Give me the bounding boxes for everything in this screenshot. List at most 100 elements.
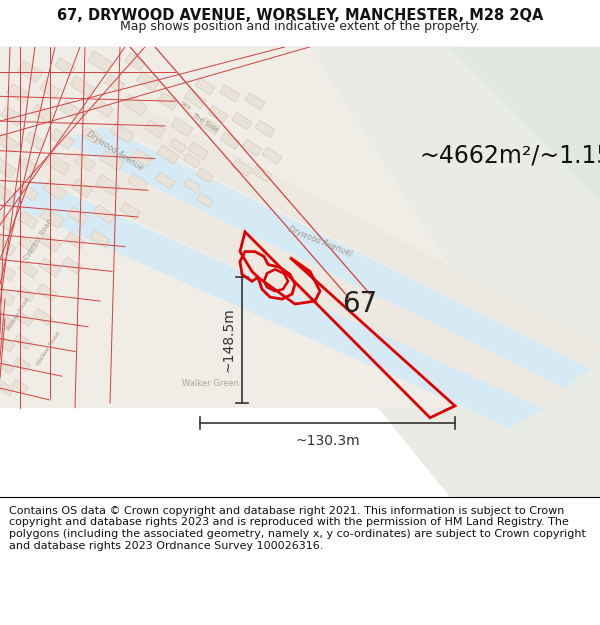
Polygon shape [18,211,38,229]
Polygon shape [1,106,23,126]
Polygon shape [20,158,40,176]
Polygon shape [43,180,67,201]
Polygon shape [25,132,45,150]
Text: ~4662m²/~1.152ac.: ~4662m²/~1.152ac. [420,144,600,168]
Polygon shape [17,61,43,82]
Polygon shape [184,178,200,192]
Polygon shape [30,151,570,408]
Polygon shape [0,335,15,352]
Polygon shape [0,312,15,329]
Polygon shape [242,139,262,156]
Polygon shape [252,165,272,182]
Polygon shape [0,212,16,232]
Polygon shape [262,147,282,164]
Text: Walker Green: Walker Green [182,379,239,388]
Polygon shape [70,76,94,97]
Polygon shape [132,149,152,167]
Polygon shape [195,78,215,95]
Polygon shape [33,308,53,326]
Text: 67, DRYWOOD AVENUE, WORSLEY, MANCHESTER, M28 2QA: 67, DRYWOOD AVENUE, WORSLEY, MANCHESTER,… [57,8,543,23]
Polygon shape [65,232,85,249]
Polygon shape [245,92,265,110]
Polygon shape [15,311,33,326]
Polygon shape [157,145,179,164]
Polygon shape [155,172,175,189]
Polygon shape [0,381,14,396]
Polygon shape [88,51,112,72]
Polygon shape [170,138,187,153]
Text: 67: 67 [343,290,377,318]
Polygon shape [60,126,590,388]
Polygon shape [96,175,120,196]
Text: S69: S69 [179,101,191,111]
Polygon shape [12,379,28,393]
Polygon shape [39,258,61,277]
Polygon shape [128,173,148,191]
Polygon shape [32,104,52,122]
Text: Drywood Avenue: Drywood Avenue [85,129,145,173]
Text: ~130.3m: ~130.3m [295,434,360,447]
Polygon shape [0,47,540,408]
Text: Drywood Avenue): Drywood Avenue) [287,225,353,259]
Polygon shape [197,193,214,208]
Text: Walker Road: Walker Road [35,331,61,366]
Polygon shape [93,204,115,224]
Polygon shape [82,127,102,145]
Polygon shape [232,112,252,129]
Polygon shape [50,128,74,149]
Polygon shape [0,359,14,374]
Polygon shape [110,122,134,143]
Polygon shape [17,286,35,302]
Polygon shape [93,99,113,118]
Text: Cypress Road: Cypress Road [23,218,53,261]
Polygon shape [0,184,16,204]
Polygon shape [14,357,31,372]
Polygon shape [171,118,193,136]
Text: Willow Road: Willow Road [5,297,31,331]
Polygon shape [120,202,140,219]
Text: Map shows position and indicative extent of the property.: Map shows position and indicative extent… [120,20,480,32]
Text: The Side: The Side [191,112,220,134]
Polygon shape [18,236,38,253]
Polygon shape [0,237,16,256]
Polygon shape [60,101,84,122]
Polygon shape [232,159,252,176]
Polygon shape [7,83,29,103]
Polygon shape [100,150,124,171]
Polygon shape [200,118,220,134]
Polygon shape [250,47,600,497]
Polygon shape [40,81,60,98]
Polygon shape [46,154,70,175]
Polygon shape [208,106,228,122]
Polygon shape [75,154,95,172]
Polygon shape [0,262,16,281]
Polygon shape [37,284,57,301]
Polygon shape [40,208,64,229]
Polygon shape [158,92,178,110]
Text: Contains OS data © Crown copyright and database right 2021. This information is : Contains OS data © Crown copyright and d… [9,506,586,551]
Polygon shape [62,257,82,274]
Polygon shape [450,47,600,200]
Polygon shape [184,153,200,168]
Polygon shape [188,142,208,159]
Polygon shape [0,288,15,306]
Polygon shape [105,74,125,92]
Polygon shape [95,103,600,368]
Polygon shape [145,120,165,138]
Polygon shape [39,233,61,253]
Polygon shape [72,179,92,198]
Polygon shape [0,159,16,179]
Polygon shape [0,133,19,152]
Polygon shape [0,181,545,428]
Polygon shape [68,207,88,225]
Polygon shape [220,85,240,102]
Polygon shape [220,132,240,149]
Polygon shape [137,71,160,91]
Polygon shape [18,183,38,201]
Polygon shape [90,230,110,248]
Polygon shape [18,261,38,278]
Polygon shape [125,52,145,71]
Text: ~148.5m: ~148.5m [221,308,235,372]
Polygon shape [14,334,32,349]
Polygon shape [55,58,75,76]
